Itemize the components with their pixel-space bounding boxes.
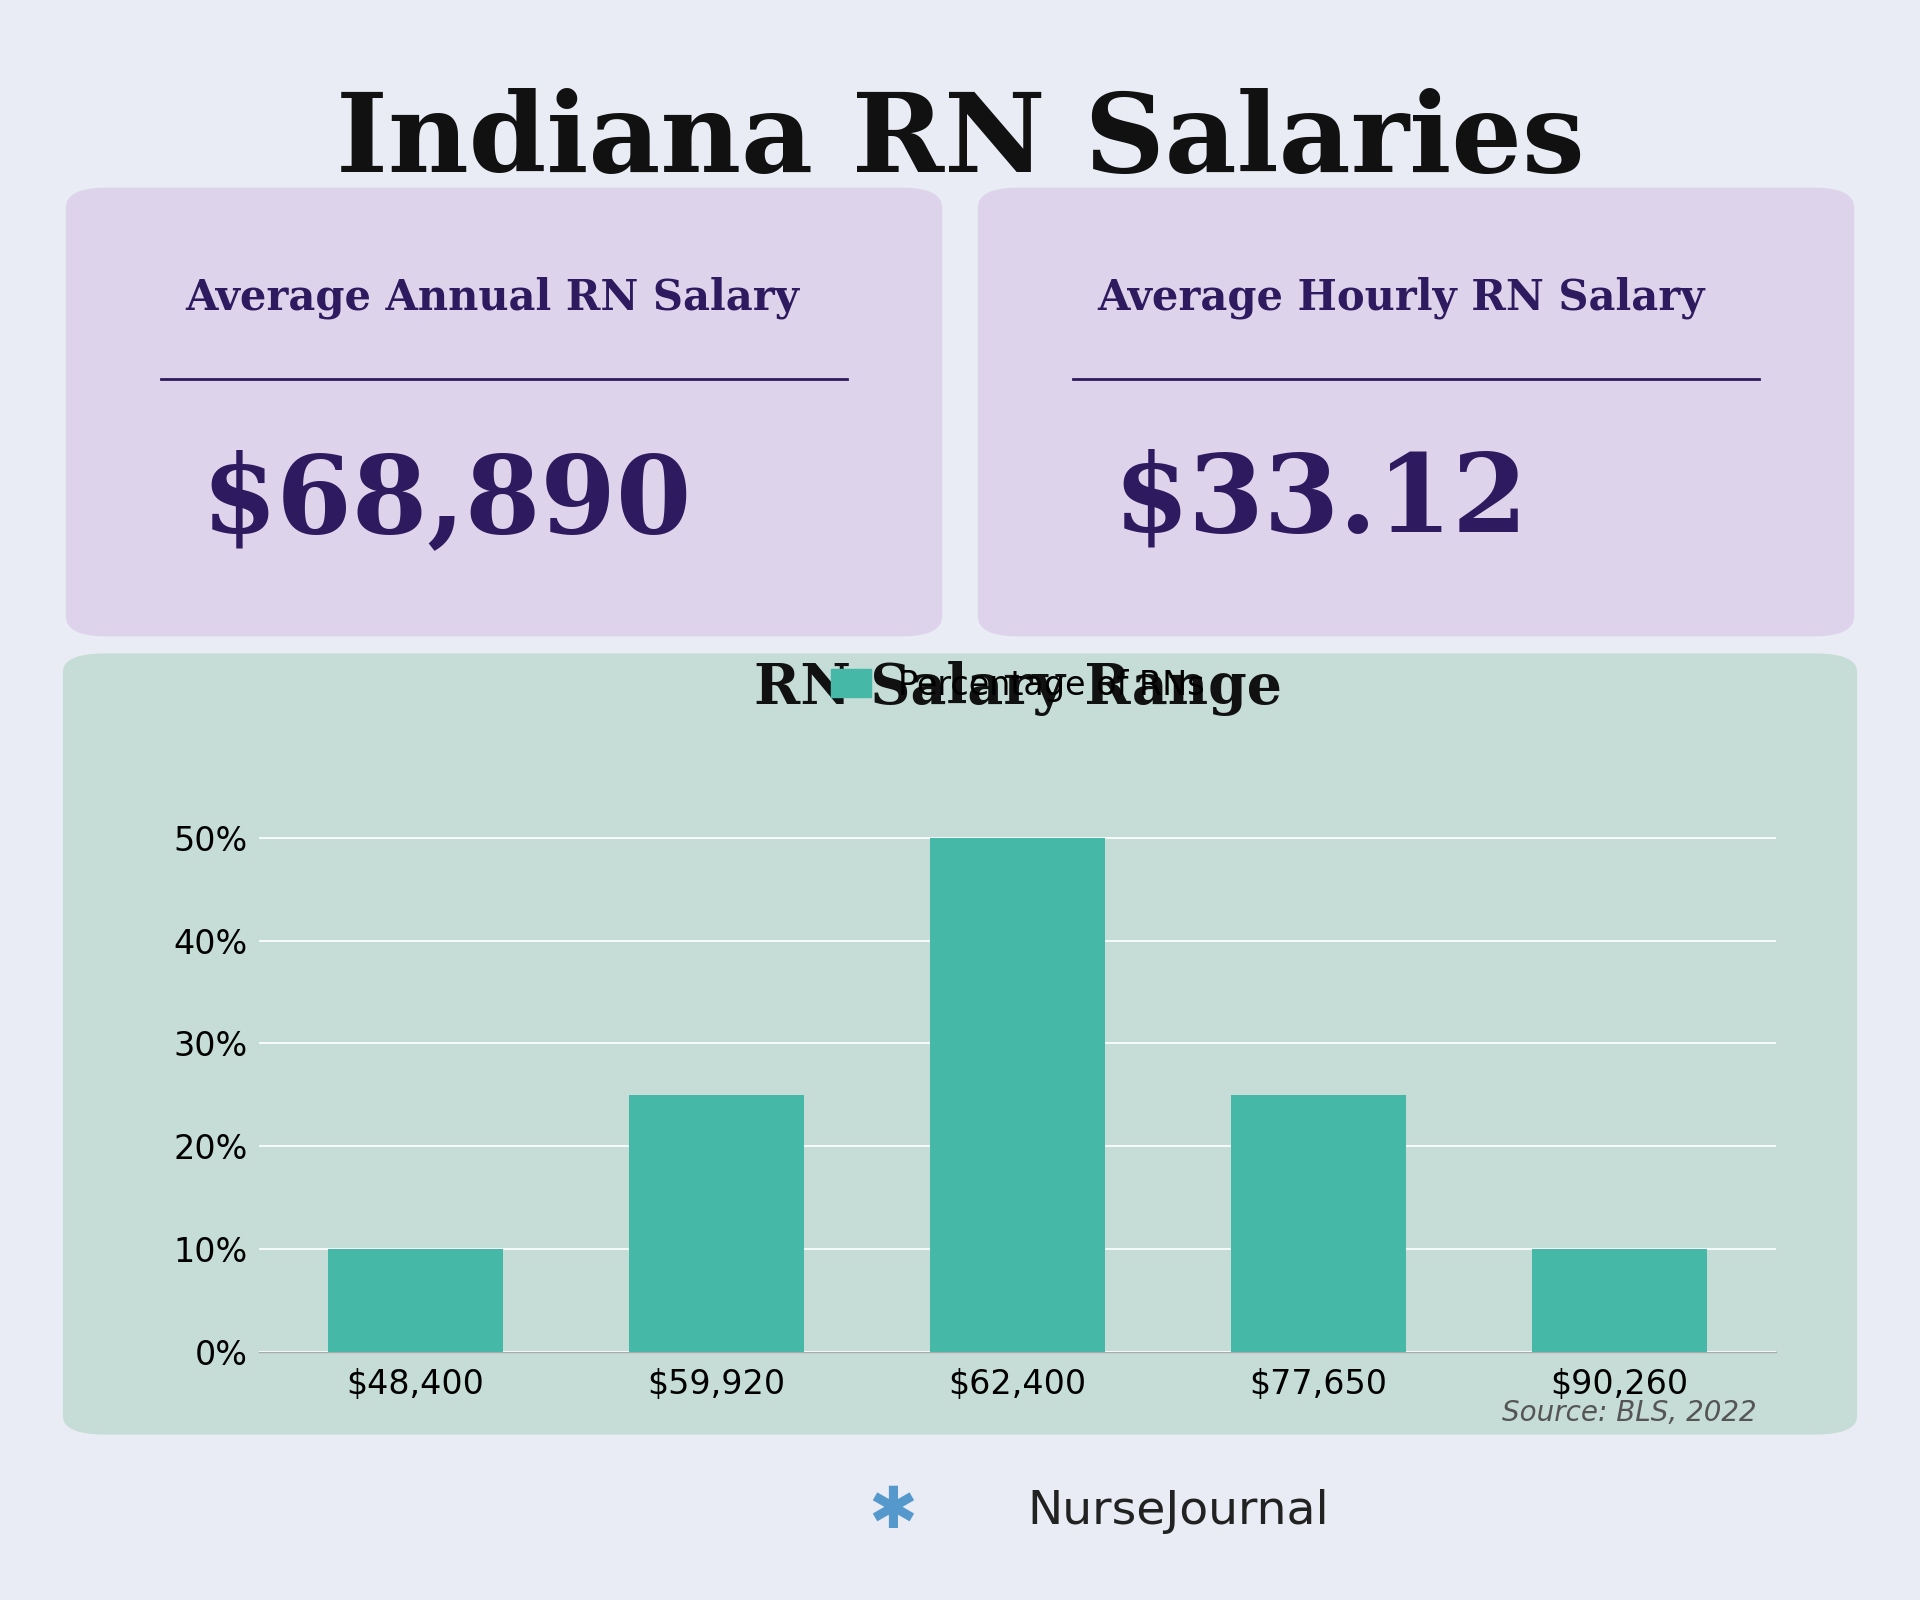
Text: $33.12: $33.12	[1114, 448, 1528, 555]
Text: Average Annual RN Salary: Average Annual RN Salary	[184, 277, 799, 318]
Bar	[630, 1094, 804, 1352]
Text: $68,890: $68,890	[202, 448, 691, 555]
FancyBboxPatch shape	[65, 187, 943, 637]
Legend: Percentage of RNs: Percentage of RNs	[831, 669, 1204, 702]
Text: Average Hourly RN Salary: Average Hourly RN Salary	[1098, 277, 1705, 318]
Bar	[1231, 1094, 1405, 1352]
Text: ✱: ✱	[868, 1483, 918, 1541]
FancyBboxPatch shape	[63, 653, 1857, 1435]
Title: RN Salary Range: RN Salary Range	[753, 661, 1283, 715]
Text: NurseJournal: NurseJournal	[1027, 1490, 1329, 1534]
Bar	[931, 838, 1104, 1352]
FancyBboxPatch shape	[977, 187, 1855, 637]
Bar	[1532, 1250, 1707, 1352]
Text: Indiana RN Salaries: Indiana RN Salaries	[336, 88, 1584, 195]
Bar	[328, 1250, 503, 1352]
Text: Source: BLS, 2022: Source: BLS, 2022	[1501, 1398, 1757, 1427]
